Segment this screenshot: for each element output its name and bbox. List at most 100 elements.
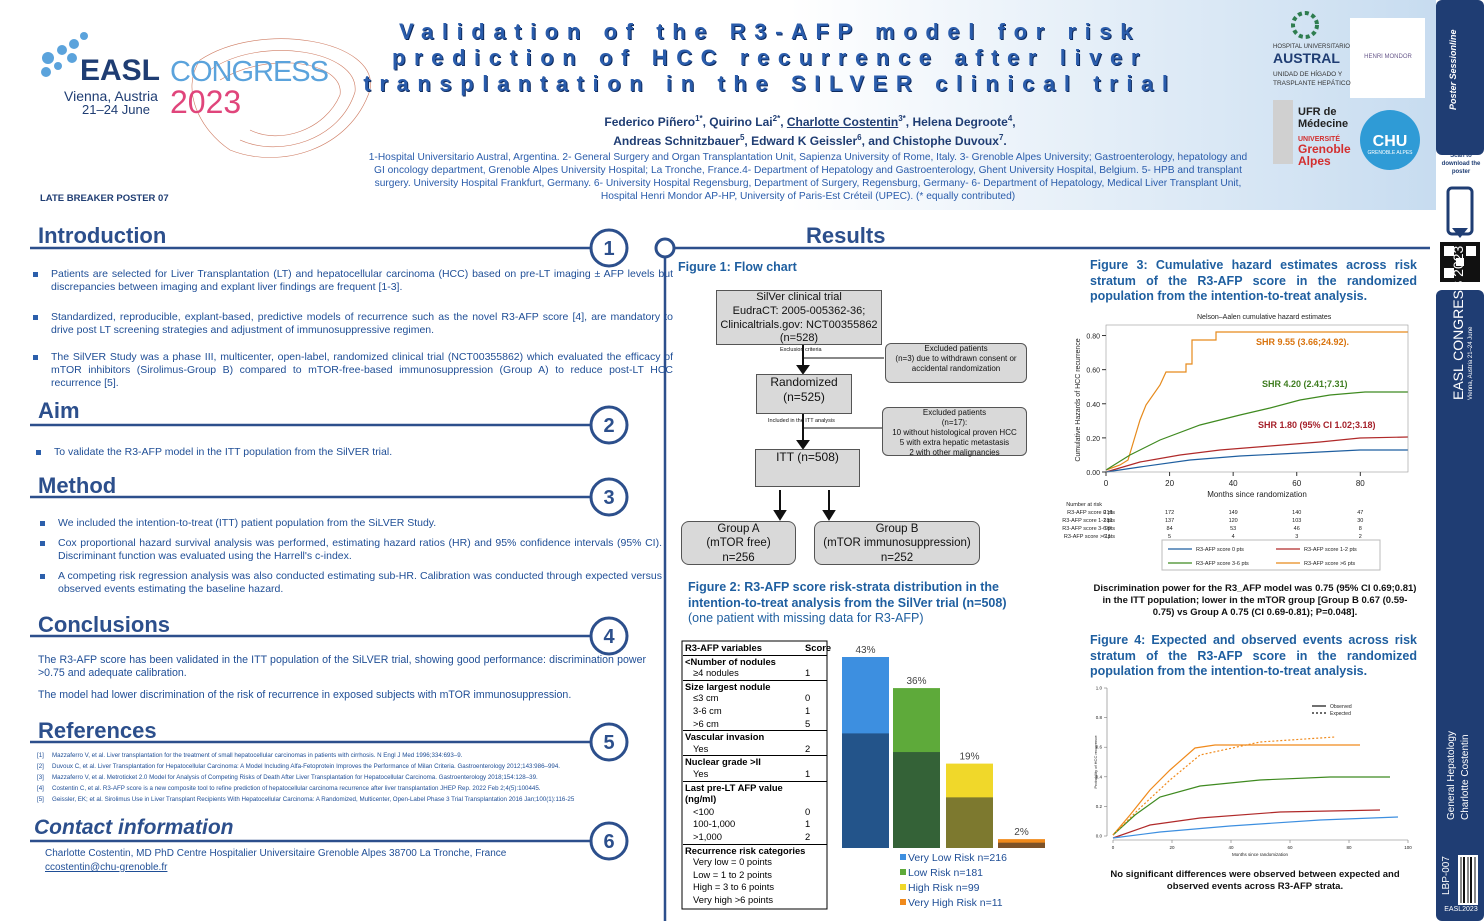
x-axis-label: Months since randomization	[1207, 490, 1307, 499]
results-heading: Results	[806, 223, 886, 248]
y-tick-label: 0.8	[1096, 715, 1103, 720]
flow-box: Excluded patients (n=3) due to withdrawn …	[885, 343, 1027, 383]
header-bg	[0, 0, 1436, 210]
figure-title: Figure 1: Flow chart	[678, 260, 797, 274]
table-label: Yes	[693, 768, 709, 779]
table-score: Score	[805, 642, 832, 653]
section-number: 5	[603, 732, 614, 754]
risk-value: 84	[1167, 526, 1173, 532]
logo-austral-top: HOSPITAL UNIVERSITARIO	[1273, 44, 1350, 50]
table-score: 2	[805, 742, 811, 754]
x-tick-label: 0	[1104, 479, 1109, 488]
poster-label: LATE BREAKER POSTER 07	[40, 193, 169, 204]
km-curves	[1105, 331, 1409, 839]
flow-box-line: Randomized	[770, 375, 838, 389]
table-label: Nuclear grade >II	[685, 756, 761, 768]
figure-title: Figure 2: R3-AFP score risk-strata distr…	[688, 580, 1007, 610]
bar-value-label: 36%	[906, 676, 926, 687]
reference-marker: [5]	[37, 796, 44, 803]
flow-box-line: accidental randomization	[911, 364, 1001, 373]
logo-mondor: HENRI MONDOR	[1364, 54, 1412, 60]
figure-title: Figure 3: Cumulative hazard estimates ac…	[1090, 258, 1417, 304]
flow-box-line: 10 without histological proven HCC	[892, 428, 1017, 437]
logo-austral-unit: UNIDAD DE HÍGADO Y TRASPLANTE HEPÁTICO	[1273, 71, 1351, 87]
risk-value: 3	[1295, 534, 1298, 540]
x-tick-label: 80	[1356, 479, 1365, 488]
table-label: >6 cm	[693, 717, 719, 729]
author-name: ,	[1012, 115, 1016, 129]
x-tick-label: 40	[1228, 845, 1234, 850]
y-axis-label: Cumulative Hazards of HCC recurrence	[1075, 338, 1082, 461]
annotation: SHR 4.20 (2.41;7.31)	[1262, 379, 1348, 389]
risk-value: 30	[1357, 518, 1363, 524]
logo-dates: 21–24 June	[82, 102, 150, 117]
bullet-text: Patients are selected for Liver Transpla…	[33, 268, 673, 294]
risk-table-title: Number at risk	[1066, 502, 1102, 508]
logo-chu-sub: GRENOBLE ALPES	[1367, 150, 1413, 156]
risk-value: 120	[1229, 518, 1238, 524]
flow-box: Excluded patients (n=17): 10 without histo…	[882, 407, 1027, 457]
table-label: R3-AFP variables	[685, 642, 762, 653]
section-badge	[589, 405, 629, 445]
risk-value: 46	[1294, 526, 1300, 532]
author-name: Andreas Schnitzbauer	[613, 134, 740, 148]
legend-label: High Risk n=99	[908, 882, 980, 894]
section-number: 2	[603, 415, 614, 437]
legend-label: Low Risk n=181	[908, 867, 983, 879]
table-label: ≥4 nodules	[693, 667, 739, 679]
legend-label: Very Low Risk n=216	[908, 852, 1007, 864]
table-row: (ng/ml)	[683, 793, 827, 805]
logo-chu: CHU	[1372, 133, 1408, 150]
risk-value: 99	[1105, 526, 1111, 532]
x-tick-label: 100	[1404, 845, 1412, 850]
reference-marker: [4]	[37, 785, 44, 792]
logo-easl: EASL	[80, 54, 161, 87]
section-heading: Conclusions	[38, 612, 171, 637]
table-row: Vascular invasion	[683, 730, 827, 743]
bullet-text: To validate the R3-AFP model in the ITT …	[36, 446, 654, 459]
reference-marker: [2]	[37, 763, 44, 770]
table-score: 0	[805, 692, 811, 704]
figure-caption: No significant differences were observed…	[1110, 869, 1400, 892]
x-tick-label: 0	[1112, 845, 1115, 850]
flow-box: Group B (mTOR immunosuppression) n=252	[814, 521, 980, 565]
sidebar-brand: Poster Sessionline	[1448, 29, 1458, 110]
risk-label: R3-AFP score 0 pts	[1067, 510, 1115, 516]
table-row: 100-1,000 1	[683, 818, 827, 830]
table-label: 3-6 cm	[693, 705, 722, 716]
bar	[893, 688, 940, 848]
figure-title: Figure 4: Expected and observed events a…	[1090, 633, 1417, 679]
annotation: SHR 1.80 (95% CI 1.02;3.18)	[1258, 420, 1376, 430]
section-badge	[589, 477, 629, 517]
logo-austral: AUSTRAL	[1273, 50, 1340, 66]
risk-value: 53	[1230, 526, 1236, 532]
bar	[946, 763, 993, 848]
sidebar-code: LBP-007	[1441, 856, 1452, 895]
y-tick-label: 0.0	[1096, 834, 1103, 839]
table-row: >1,000 2	[683, 831, 827, 843]
table-label: Low = 1 to 2 points	[693, 868, 772, 880]
author-name: , Edward K Geissler	[744, 134, 858, 148]
author-name: , Quirino Lai	[702, 115, 773, 129]
bullet-marker	[33, 315, 38, 320]
reference-text: Mazzaferro V, et al. Metroticket 2.0 Mod…	[52, 774, 538, 781]
flow-box-line: Clinicaltrials.gov: NCT00355862	[720, 318, 878, 331]
table-row: Yes 2	[683, 743, 827, 755]
legend-lines	[1161, 539, 1381, 571]
logo-uga: Grenoble Alpes	[1298, 142, 1351, 168]
sidebar-author: Charlotte Costentin	[1460, 734, 1471, 820]
flow-box-line: SilVer clinical trial	[756, 291, 842, 303]
y-tick-label: 0.60	[1086, 368, 1100, 375]
liver-art	[191, 38, 371, 158]
section-badge	[589, 228, 629, 268]
table-row: <Number of nodules	[683, 654, 827, 668]
table-row: Low = 1 to 2 points	[683, 869, 827, 881]
y-tick-label: 1.0	[1096, 686, 1103, 691]
flow-box-line: EudraCT: 2005-005362-36;	[732, 304, 866, 317]
author-name: Federico Piñero	[604, 115, 696, 129]
flow-box-line: Group A	[717, 523, 760, 535]
table-label: >1,000	[693, 831, 722, 842]
logo-uga-top: UNIVERSITÉ	[1298, 136, 1341, 143]
legend-swatch	[900, 869, 906, 875]
reference-text: Mazzaferro V, et al. Liver transplantati…	[52, 752, 463, 759]
